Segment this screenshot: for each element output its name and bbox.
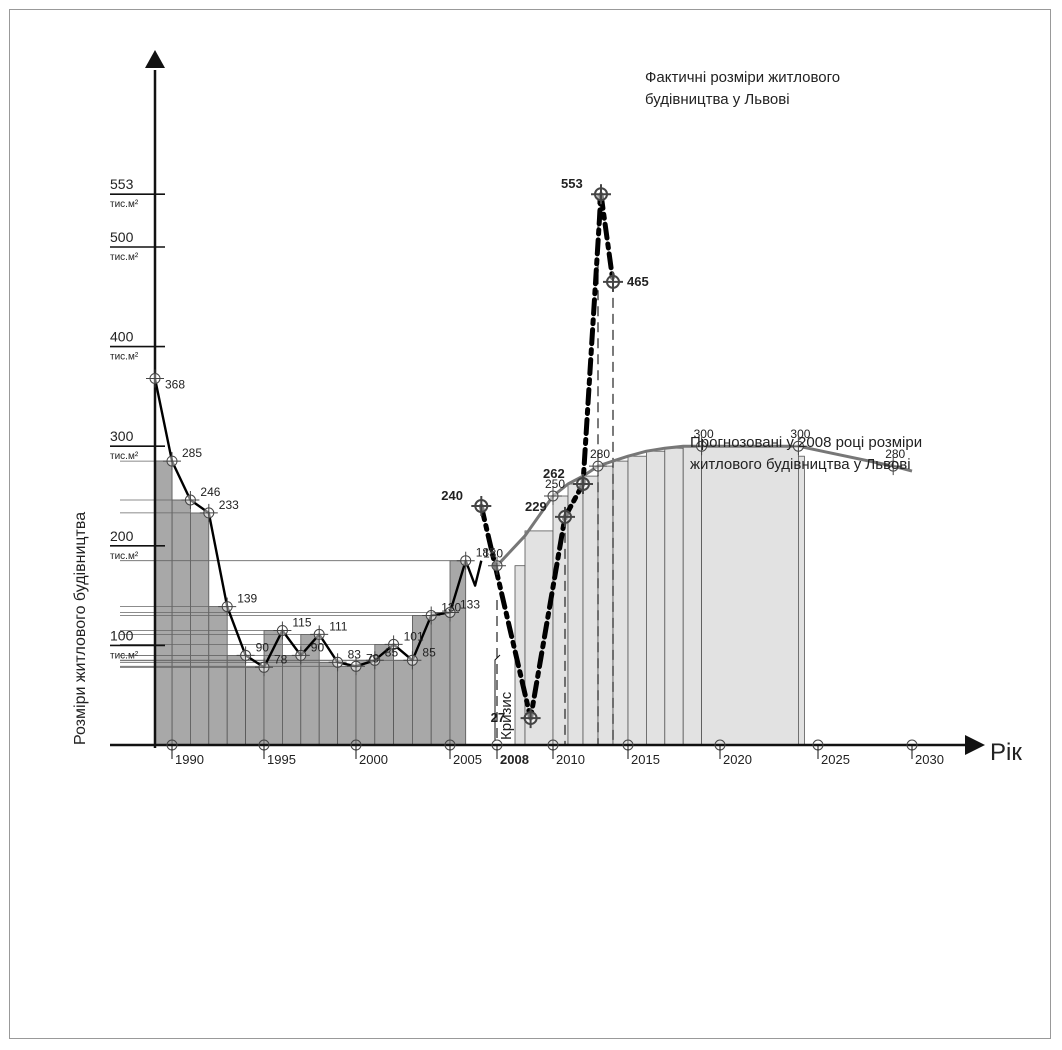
forecast-bar <box>798 455 805 746</box>
historical-bar <box>355 659 376 746</box>
crisis-label: Кризис <box>498 691 515 740</box>
historical-data-label: 285 <box>182 446 202 460</box>
historical-data-label: 246 <box>200 485 220 499</box>
actual-data-label: 262 <box>543 466 565 481</box>
forecast-data-label: 300 <box>694 427 714 441</box>
actual-data-label: 229 <box>525 499 547 514</box>
historical-data-label: 130 <box>441 601 461 615</box>
historical-bar <box>281 655 302 746</box>
historical-data-label: 139 <box>237 592 257 606</box>
historical-data-label: 78 <box>274 652 288 666</box>
x-tick-label: 2010 <box>556 752 585 767</box>
historical-data-label: 90 <box>256 640 270 654</box>
y-tick-unit: тис.м² <box>110 352 139 363</box>
y-tick-unit: тис.м² <box>110 252 139 263</box>
actual-data-label: 27 <box>491 710 505 725</box>
actual-series-caption: будівництва у Львові <box>645 91 790 108</box>
historical-bar <box>337 665 357 746</box>
x-tick-label: 1990 <box>175 752 204 767</box>
forecast-bar <box>627 455 647 746</box>
historical-bar <box>208 606 228 746</box>
y-tick-label: 500 <box>110 229 134 245</box>
y-tick-label: 100 <box>110 627 134 643</box>
historical-bar <box>245 666 265 746</box>
forecast-series-caption: Прогнозовані у 2008 році розміри <box>690 434 922 451</box>
x-tick-label: 1995 <box>267 752 296 767</box>
historical-data-label: 85 <box>385 645 399 659</box>
x-tick-label: 2030 <box>915 752 944 767</box>
y-tick-label: 553 <box>110 176 134 192</box>
x-tick-label: 2015 <box>631 752 660 767</box>
forecast-data-label: 250 <box>545 477 565 491</box>
historical-data-label: 101 <box>404 629 424 643</box>
historical-bar <box>226 655 246 746</box>
x-tick-label: 2005 <box>453 752 482 767</box>
x-tick-label: 2020 <box>723 752 752 767</box>
forecast-bar <box>612 460 629 746</box>
actual-line <box>478 191 616 721</box>
forecast-data-label: 280 <box>885 447 905 461</box>
y-axis-label: Розміри житлового будівництва <box>72 512 89 745</box>
actual-data-label: 240 <box>441 488 463 503</box>
crisis-bracket <box>494 654 501 740</box>
historical-data-label: 115 <box>292 616 311 630</box>
forecast-bar <box>701 445 799 746</box>
forecast-bar <box>567 483 584 746</box>
x-tick-label: 2000 <box>359 752 388 767</box>
x-axis-arrow-icon <box>965 735 985 755</box>
historical-bar <box>154 460 173 746</box>
x-tick-label: 2008 <box>500 752 529 767</box>
actual-data-label: 465 <box>627 274 649 289</box>
forecast-bar <box>664 447 684 746</box>
y-tick-label: 300 <box>110 428 134 444</box>
y-tick-label: 400 <box>110 329 134 345</box>
forecast-bar <box>582 475 599 746</box>
y-axis-arrow-icon <box>145 50 165 68</box>
forecast-bar <box>682 445 703 746</box>
historical-data-label: 368 <box>165 378 185 392</box>
x-axis-label: Рік <box>990 739 1022 766</box>
y-tick-label: 200 <box>110 528 134 544</box>
historical-bar <box>393 659 413 746</box>
historical-bar <box>189 512 210 746</box>
historical-data-label: 90 <box>311 640 325 654</box>
historical-data-label: 83 <box>348 647 362 661</box>
y-tick-unit: тис.м² <box>110 551 139 562</box>
y-tick-unit: тис.м² <box>110 650 139 661</box>
historical-data-label: 111 <box>329 619 348 633</box>
historical-bar <box>318 661 339 746</box>
historical-data-label: 185 <box>476 546 496 560</box>
historical-data-label: 79 <box>366 651 380 665</box>
y-tick-unit: тис.м² <box>110 451 139 462</box>
forecast-data-label: 280 <box>590 447 610 461</box>
forecast-line <box>495 444 913 567</box>
forecast-data-label: 180 <box>483 547 503 561</box>
x-tick-label: 2025 <box>821 752 850 767</box>
forecast-data-label: 300 <box>790 427 810 441</box>
forecast-series-caption: житлового будівництва у Львові <box>690 456 911 473</box>
historical-data-label: 85 <box>422 645 436 659</box>
historical-bar <box>430 612 451 746</box>
historical-bar <box>171 499 191 746</box>
y-tick-unit: тис.м² <box>110 199 139 210</box>
actual-series-caption: Фактичні розміри житлового <box>645 69 840 86</box>
forecast-bar <box>646 450 666 746</box>
actual-data-label: 553 <box>561 176 583 191</box>
historical-data-label: 233 <box>219 498 239 512</box>
historical-data-label: 133 <box>460 598 480 612</box>
forecast-bar <box>597 465 614 746</box>
